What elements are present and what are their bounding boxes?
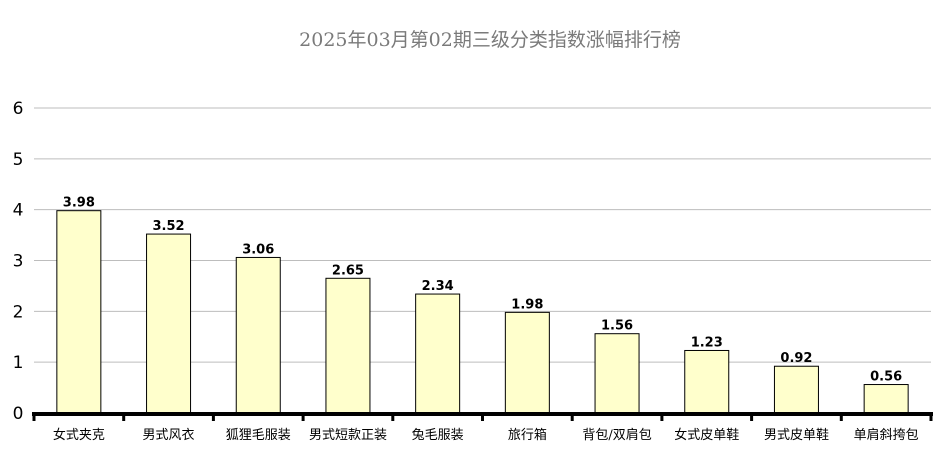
bar [504, 311, 550, 414]
x-tick-label: 旅行箱 [508, 427, 547, 443]
x-tick-label: 男式短款正装 [309, 428, 387, 443]
bar [684, 349, 730, 414]
y-tick-label: 5 [13, 150, 24, 170]
x-axis-ticks: 女式夹克 男式风衣 狐狸毛服装 男式短款正装 兔毛服装 旅行箱 背包/双肩包 女式皮单鞋 男式皮… [53, 427, 919, 443]
chart-title: 2025年03月第02期三级分类指数涨幅排行榜 [299, 29, 681, 51]
data-label: 2.34 [422, 279, 454, 294]
bar [235, 256, 281, 414]
x-tick-label: 女式夹克 [53, 427, 105, 443]
data-label: 3.06 [242, 242, 274, 257]
y-tick-label: 2 [13, 302, 24, 322]
data-label: 3.52 [153, 219, 185, 234]
y-axis-ticks: 0 1 2 3 4 5 6 [13, 99, 24, 424]
x-tick-label: 狐狸毛服装 [226, 428, 291, 443]
data-label: 3.98 [63, 196, 95, 211]
x-tick-label: 男式风衣 [143, 427, 195, 443]
x-tick-label: 女式皮单鞋 [674, 427, 739, 443]
bar [56, 210, 102, 414]
data-label: 1.98 [511, 297, 543, 312]
y-tick-label: 1 [13, 353, 24, 373]
data-label: 0.92 [780, 351, 812, 366]
y-tick-label: 6 [13, 99, 24, 119]
data-label: 1.56 [601, 319, 633, 334]
bar [146, 233, 192, 414]
data-labels: 3.98 3.52 3.06 2.65 2.34 1.98 1.56 1.23 0.92 0.56 [63, 196, 902, 385]
x-axis [32, 412, 933, 421]
bar [325, 277, 371, 414]
y-tick-label: 0 [13, 404, 24, 424]
data-label: 1.23 [691, 335, 723, 350]
bar [594, 333, 640, 414]
bar [773, 365, 819, 414]
x-tick-label: 单肩斜挎包 [854, 427, 919, 443]
y-tick-label: 3 [13, 252, 24, 272]
bar [863, 384, 909, 414]
y-tick-label: 4 [13, 201, 24, 221]
x-tick-label: 兔毛服装 [412, 428, 464, 443]
x-tick-label: 背包/双肩包 [582, 427, 651, 443]
bar [415, 293, 461, 414]
x-tick-label: 男式皮单鞋 [764, 427, 829, 443]
data-label: 0.56 [870, 370, 902, 385]
data-label: 2.65 [332, 263, 364, 278]
bars [56, 210, 909, 414]
